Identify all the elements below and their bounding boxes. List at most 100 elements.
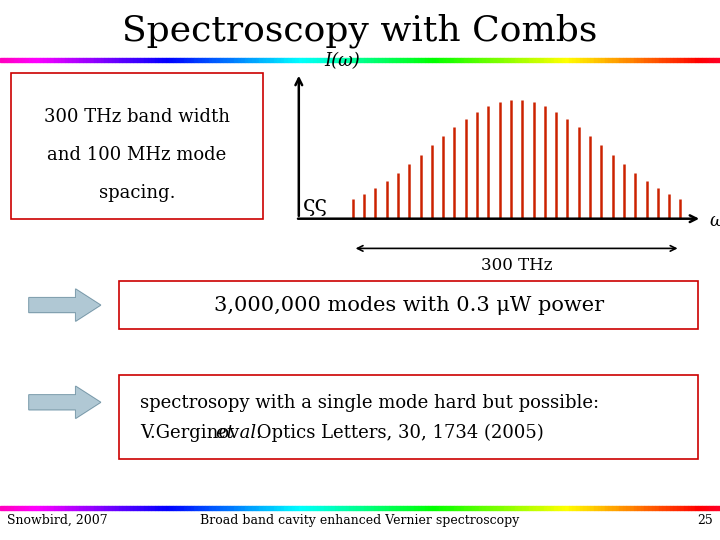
Bar <box>551 506 554 510</box>
Bar <box>144 58 148 62</box>
Bar <box>274 506 277 510</box>
Bar <box>306 506 310 510</box>
Bar <box>605 506 608 510</box>
Bar <box>648 506 652 510</box>
Bar <box>54 58 58 62</box>
Bar <box>223 506 227 510</box>
Bar <box>97 58 101 62</box>
Bar <box>7 506 11 510</box>
Bar <box>302 506 306 510</box>
Bar <box>284 58 288 62</box>
Bar <box>76 506 79 510</box>
Bar <box>115 58 119 62</box>
Bar <box>137 506 140 510</box>
Bar <box>202 506 205 510</box>
Bar <box>61 506 65 510</box>
Bar <box>68 506 72 510</box>
Bar <box>382 506 385 510</box>
Bar <box>263 58 266 62</box>
Bar <box>504 506 508 510</box>
Bar <box>680 506 684 510</box>
Bar <box>209 58 212 62</box>
Bar <box>490 506 493 510</box>
Bar <box>18 58 22 62</box>
Bar <box>180 58 184 62</box>
Bar <box>133 506 137 510</box>
Bar <box>432 506 436 510</box>
Bar <box>508 58 511 62</box>
Bar <box>490 58 493 62</box>
Bar <box>173 506 176 510</box>
Bar <box>454 58 457 62</box>
Bar <box>0 506 4 510</box>
Bar <box>119 506 122 510</box>
Text: and 100 MHz mode: and 100 MHz mode <box>48 146 226 164</box>
Bar <box>151 506 155 510</box>
Bar <box>400 58 403 62</box>
Bar <box>544 506 547 510</box>
Text: Snowbird, 2007: Snowbird, 2007 <box>7 514 108 527</box>
Bar <box>4 506 7 510</box>
Bar <box>191 506 194 510</box>
Bar <box>565 58 569 62</box>
Bar <box>493 506 497 510</box>
Text: spacing.: spacing. <box>99 184 175 201</box>
Bar <box>43 506 47 510</box>
Bar <box>360 506 364 510</box>
Bar <box>122 58 126 62</box>
Bar <box>558 58 562 62</box>
Bar <box>446 506 450 510</box>
Bar <box>389 506 392 510</box>
Text: V.Gerginov: V.Gerginov <box>140 424 246 442</box>
Bar <box>684 58 688 62</box>
Bar <box>468 506 472 510</box>
Bar <box>396 506 400 510</box>
Bar <box>259 506 263 510</box>
Bar <box>238 506 241 510</box>
Bar <box>529 506 533 510</box>
Bar <box>97 506 101 510</box>
Bar <box>418 58 421 62</box>
Bar <box>626 506 630 510</box>
Bar <box>425 506 428 510</box>
Bar <box>252 506 256 510</box>
Bar <box>274 58 277 62</box>
Bar <box>684 506 688 510</box>
Bar <box>320 58 324 62</box>
Bar <box>94 506 97 510</box>
Bar <box>65 506 68 510</box>
Bar <box>432 58 436 62</box>
Bar <box>346 506 349 510</box>
Bar <box>713 58 716 62</box>
Bar <box>155 58 158 62</box>
Bar <box>47 58 50 62</box>
Bar <box>288 58 292 62</box>
Bar <box>583 58 587 62</box>
Bar <box>119 58 122 62</box>
Bar <box>403 506 407 510</box>
Bar <box>22 506 25 510</box>
Bar <box>14 506 18 510</box>
Bar <box>500 506 504 510</box>
Bar <box>569 58 572 62</box>
Bar <box>72 58 76 62</box>
Bar <box>194 58 198 62</box>
Bar <box>349 58 353 62</box>
Bar <box>526 506 529 510</box>
Text: I(ω): I(ω) <box>324 52 360 70</box>
Bar <box>644 506 648 510</box>
Bar <box>587 58 590 62</box>
Bar <box>594 58 598 62</box>
Bar <box>536 506 540 510</box>
Bar <box>479 506 482 510</box>
Bar <box>295 506 299 510</box>
Bar <box>565 506 569 510</box>
Bar <box>688 506 691 510</box>
Bar <box>457 506 461 510</box>
Bar <box>598 58 601 62</box>
Bar <box>353 58 356 62</box>
Bar <box>79 58 83 62</box>
Bar <box>436 506 439 510</box>
Bar <box>497 58 500 62</box>
Bar <box>572 58 576 62</box>
